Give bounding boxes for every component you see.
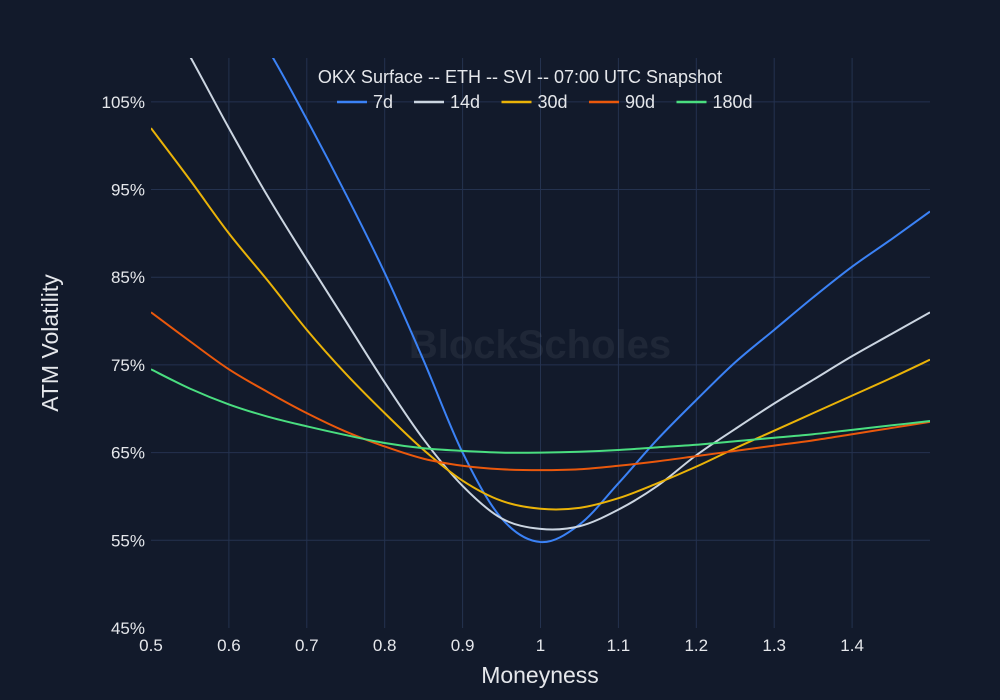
y-tick-label: 105% xyxy=(102,93,145,112)
x-tick-label: 1.3 xyxy=(762,636,786,655)
legend-label-90d: 90d xyxy=(625,92,655,112)
x-tick-label: 0.5 xyxy=(139,636,163,655)
x-tick-label: 0.9 xyxy=(451,636,475,655)
x-tick-label: 1.1 xyxy=(607,636,631,655)
legend-label-14d: 14d xyxy=(450,92,480,112)
x-tick-label: 0.6 xyxy=(217,636,241,655)
y-tick-label: 45% xyxy=(111,619,145,638)
series-line-7d xyxy=(271,58,930,544)
chart-title: OKX Surface -- ETH -- SVI -- 07:00 UTC S… xyxy=(318,67,722,87)
series-line-14d xyxy=(189,58,930,531)
x-tick-label: 1.4 xyxy=(840,636,864,655)
y-axis-label: ATM Volatility xyxy=(37,274,63,412)
y-tick-label: 95% xyxy=(111,181,145,200)
y-tick-label: 55% xyxy=(111,531,145,550)
legend: 7d 14d 30d 90d 180d xyxy=(337,92,753,112)
watermark: BlockScholes xyxy=(409,323,671,367)
y-tick-label: 85% xyxy=(111,268,145,287)
series-line-180d xyxy=(151,368,930,454)
y-axis-ticks: 45% 55% 65% 75% 85% 95% 105% xyxy=(102,93,145,638)
x-axis-ticks: 0.5 0.6 0.7 0.8 0.9 1 1.1 1.2 1.3 1.4 xyxy=(139,636,864,655)
legend-label-7d: 7d xyxy=(373,92,393,112)
legend-label-30d: 30d xyxy=(538,92,568,112)
series-layer xyxy=(151,58,930,544)
x-tick-label: 0.7 xyxy=(295,636,319,655)
y-tick-label: 65% xyxy=(111,444,145,463)
y-tick-label: 75% xyxy=(111,356,145,375)
series-line-30d xyxy=(151,127,930,511)
x-tick-label: 0.8 xyxy=(373,636,397,655)
x-tick-label: 1.2 xyxy=(684,636,708,655)
x-tick-label: 1 xyxy=(536,636,545,655)
x-axis-label: Moneyness xyxy=(481,662,599,688)
legend-label-180d: 180d xyxy=(713,92,753,112)
series-line-90d xyxy=(151,311,930,472)
